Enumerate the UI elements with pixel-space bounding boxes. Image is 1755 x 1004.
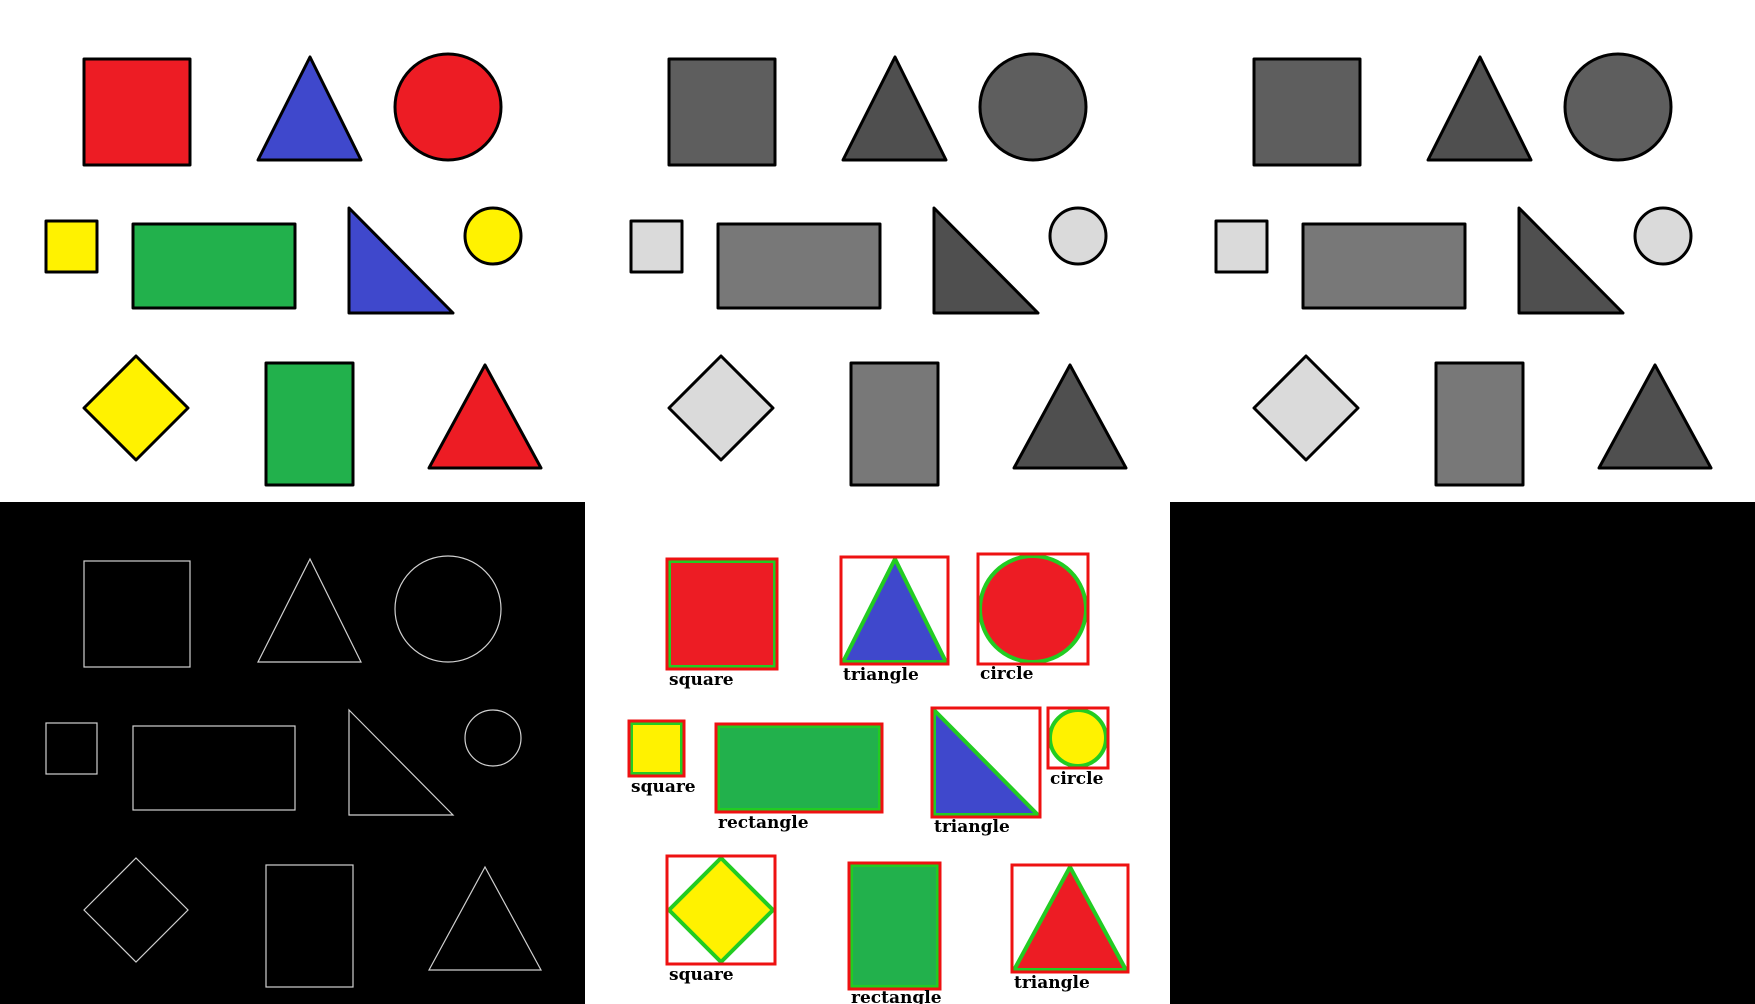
shape-label: circle <box>1050 769 1104 789</box>
rectangle-gray-shape <box>1434 361 1525 487</box>
bounding-box <box>1010 863 1130 974</box>
square-detected-shape <box>667 559 777 669</box>
circle-edge-outer <box>464 709 522 767</box>
panel-original <box>0 0 585 502</box>
right-triangle-shape <box>347 206 455 315</box>
triangle-gray-shape <box>1012 363 1128 470</box>
panel-blank <box>1170 502 1755 1004</box>
circle-shape <box>463 206 523 266</box>
right-triangle-gray-shape <box>932 206 1040 315</box>
shape-label: square <box>669 670 734 690</box>
diamond-edge-outer <box>83 857 189 963</box>
right-triangle-gray-shape <box>1517 206 1625 315</box>
bounding-box <box>839 555 950 666</box>
bounding-box <box>1046 706 1110 770</box>
bounding-box <box>976 552 1090 666</box>
square-gray-shape <box>667 57 777 167</box>
rectangle-shape <box>131 222 297 310</box>
circle-gray-shape <box>978 52 1088 162</box>
shape-label: rectangle <box>718 813 809 833</box>
square-edge-outer <box>45 722 98 775</box>
square-shape <box>44 219 99 274</box>
shape-label: square <box>631 777 696 797</box>
triangle-edge-outer <box>257 557 362 663</box>
diamond-gray-shape <box>667 354 775 462</box>
panel-detections: square triangle circle square rectangle trian… <box>585 502 1170 1004</box>
diamond-shape <box>82 354 190 462</box>
bounding-box <box>930 706 1042 819</box>
panel-edges <box>0 502 585 1004</box>
bounding-box <box>714 722 884 814</box>
circle-gray-shape <box>1048 206 1108 266</box>
triangle-shape <box>256 55 363 162</box>
panel-background <box>0 502 585 1004</box>
square-edge-outer <box>83 560 191 668</box>
shape-label: triangle <box>843 665 919 685</box>
circle-detected-shape <box>1048 708 1108 768</box>
panel-grayscale-1 <box>585 0 1170 502</box>
circle-detected-shape <box>978 554 1088 664</box>
rectangle-edge-outer <box>132 725 296 811</box>
triangle-gray-shape <box>1597 363 1713 470</box>
bounding-box <box>847 861 942 991</box>
diamond-detected-shape <box>667 856 775 964</box>
triangle-edge-outer <box>427 865 543 971</box>
rectangle-gray-shape <box>1301 222 1467 310</box>
diamond-gray-shape <box>1252 354 1360 462</box>
triangle-shape <box>427 363 543 470</box>
shape-label: circle <box>980 664 1034 684</box>
triangle-gray-shape <box>1426 55 1533 162</box>
right-triangle-edge-outer <box>348 708 455 816</box>
triangle-detected-shape <box>1012 865 1128 972</box>
rectangle-detected-shape <box>716 724 882 812</box>
right-triangle-detected-shape <box>932 708 1040 817</box>
panel-grayscale-2 <box>1170 0 1755 502</box>
bounding-box <box>665 854 777 966</box>
square-gray-shape <box>1214 219 1269 274</box>
bounding-box <box>665 557 779 671</box>
panel-background <box>1170 502 1755 1004</box>
circle-shape <box>393 52 503 162</box>
square-detected-shape <box>629 721 684 776</box>
rectangle-edge-outer <box>265 864 354 988</box>
square-shape <box>82 57 192 167</box>
shape-label: square <box>669 965 734 985</box>
shape-label: triangle <box>934 817 1010 837</box>
rectangle-gray-shape <box>716 222 882 310</box>
square-gray-shape <box>629 219 684 274</box>
square-gray-shape <box>1252 57 1362 167</box>
circle-edge-outer <box>394 555 502 663</box>
circle-gray-shape <box>1563 52 1673 162</box>
circle-gray-shape <box>1633 206 1693 266</box>
triangle-gray-shape <box>841 55 948 162</box>
shape-label: triangle <box>1014 973 1090 993</box>
triangle-detected-shape <box>841 557 948 664</box>
rectangle-detected-shape <box>849 863 940 989</box>
bounding-box <box>627 719 686 778</box>
rectangle-shape <box>264 361 355 487</box>
rectangle-gray-shape <box>849 361 940 487</box>
shape-label: rectangle <box>851 988 942 1004</box>
